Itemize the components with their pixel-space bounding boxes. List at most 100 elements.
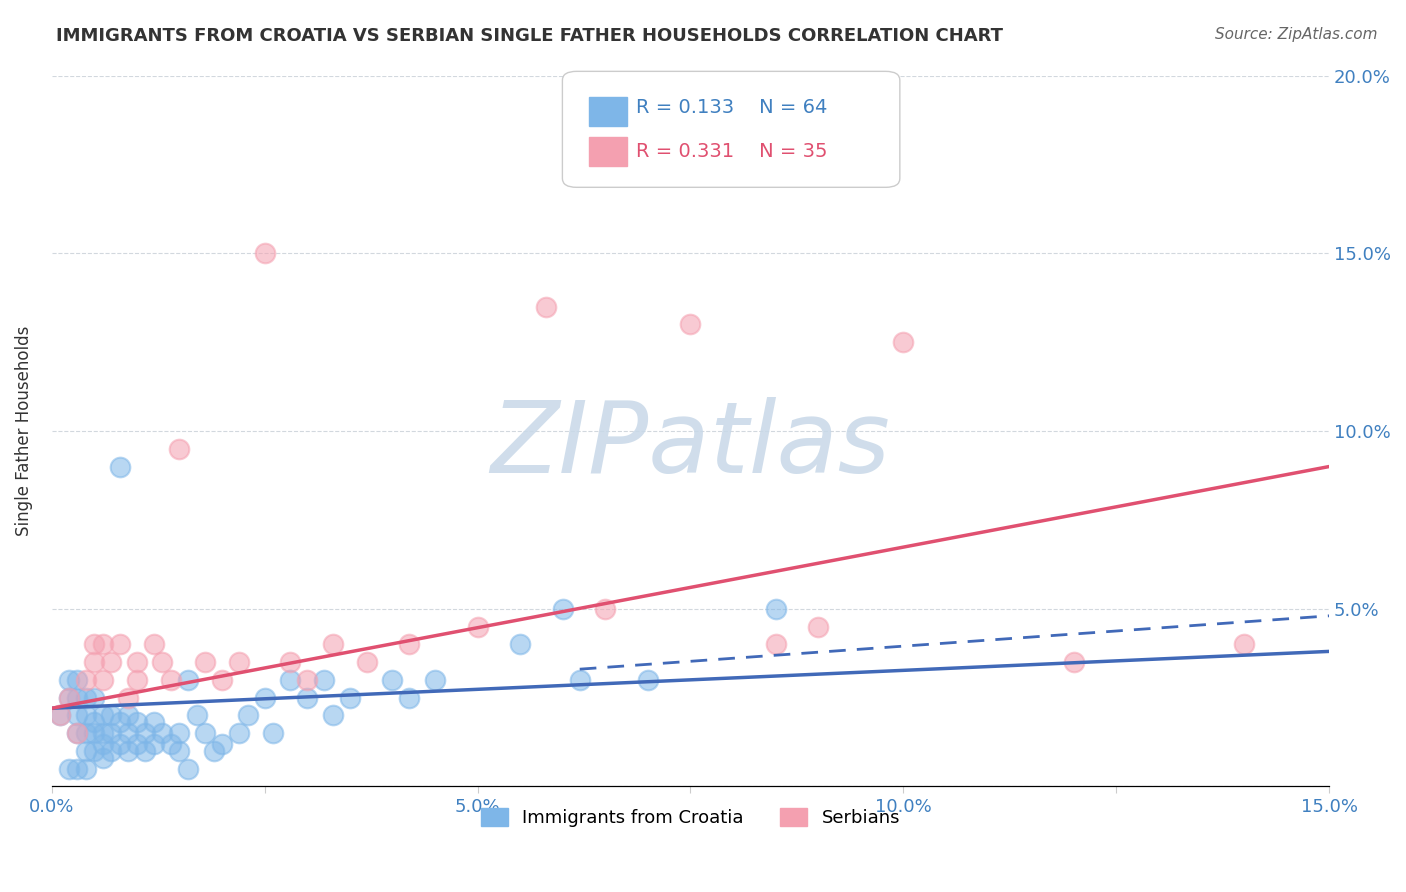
Point — [91, 737, 114, 751]
Text: ZIPatlas: ZIPatlas — [491, 397, 890, 493]
Point — [117, 726, 139, 740]
Point — [169, 744, 191, 758]
Point — [91, 751, 114, 765]
Point — [322, 637, 344, 651]
Point — [125, 737, 148, 751]
Point — [66, 708, 89, 723]
Text: R = 0.331    N = 35: R = 0.331 N = 35 — [636, 142, 827, 161]
Point — [83, 637, 105, 651]
Point — [356, 655, 378, 669]
Point — [262, 726, 284, 740]
Point — [66, 690, 89, 705]
Point — [339, 690, 361, 705]
Point — [551, 601, 574, 615]
Point — [186, 708, 208, 723]
Point — [125, 715, 148, 730]
Point — [160, 737, 183, 751]
Point — [66, 762, 89, 776]
Point — [398, 637, 420, 651]
Point — [467, 619, 489, 633]
Point — [83, 715, 105, 730]
Legend: Immigrants from Croatia, Serbians: Immigrants from Croatia, Serbians — [474, 800, 907, 834]
Point — [134, 744, 156, 758]
Point — [83, 655, 105, 669]
Point — [381, 673, 404, 687]
Point — [637, 673, 659, 687]
Point — [66, 673, 89, 687]
Point — [297, 690, 319, 705]
Point — [177, 673, 200, 687]
Point — [125, 655, 148, 669]
Point — [58, 690, 80, 705]
Point — [160, 673, 183, 687]
Point — [91, 708, 114, 723]
Point — [202, 744, 225, 758]
Point — [211, 737, 233, 751]
Point — [169, 442, 191, 456]
Point — [58, 762, 80, 776]
Point — [169, 726, 191, 740]
Point — [100, 744, 122, 758]
Point — [117, 690, 139, 705]
Point — [278, 655, 301, 669]
Point — [253, 246, 276, 260]
Point — [595, 601, 617, 615]
Point — [1063, 655, 1085, 669]
Point — [91, 673, 114, 687]
Point — [108, 715, 131, 730]
Point — [142, 715, 165, 730]
Point — [49, 708, 72, 723]
Point — [297, 673, 319, 687]
Point — [765, 637, 787, 651]
Point — [125, 673, 148, 687]
Point — [423, 673, 446, 687]
Point — [278, 673, 301, 687]
Text: Source: ZipAtlas.com: Source: ZipAtlas.com — [1215, 27, 1378, 42]
Point — [108, 459, 131, 474]
Point — [194, 726, 217, 740]
Point — [534, 300, 557, 314]
Point — [211, 673, 233, 687]
Point — [108, 737, 131, 751]
Point — [152, 655, 174, 669]
Point — [322, 708, 344, 723]
Point — [100, 708, 122, 723]
Point — [177, 762, 200, 776]
Point — [807, 619, 830, 633]
Point — [142, 737, 165, 751]
Point — [228, 726, 250, 740]
Point — [142, 637, 165, 651]
Point — [75, 708, 97, 723]
Text: R = 0.133    N = 64: R = 0.133 N = 64 — [636, 97, 827, 117]
Point — [194, 655, 217, 669]
Point — [679, 318, 702, 332]
Point — [765, 601, 787, 615]
Point — [228, 655, 250, 669]
Point — [100, 726, 122, 740]
Point — [568, 673, 591, 687]
Text: IMMIGRANTS FROM CROATIA VS SERBIAN SINGLE FATHER HOUSEHOLDS CORRELATION CHART: IMMIGRANTS FROM CROATIA VS SERBIAN SINGL… — [56, 27, 1004, 45]
Point — [66, 726, 89, 740]
Point — [83, 690, 105, 705]
Point — [83, 726, 105, 740]
Point — [58, 690, 80, 705]
Point — [66, 726, 89, 740]
Point — [75, 673, 97, 687]
Point — [398, 690, 420, 705]
Point — [58, 673, 80, 687]
Point — [236, 708, 259, 723]
Point — [75, 726, 97, 740]
Point — [891, 335, 914, 350]
Point — [100, 655, 122, 669]
Point — [1233, 637, 1256, 651]
Point — [152, 726, 174, 740]
Y-axis label: Single Father Households: Single Father Households — [15, 326, 32, 536]
Point — [75, 762, 97, 776]
Point — [253, 690, 276, 705]
Point — [117, 708, 139, 723]
Point — [49, 708, 72, 723]
Point — [91, 637, 114, 651]
Point — [108, 637, 131, 651]
Point — [314, 673, 336, 687]
Point — [75, 690, 97, 705]
